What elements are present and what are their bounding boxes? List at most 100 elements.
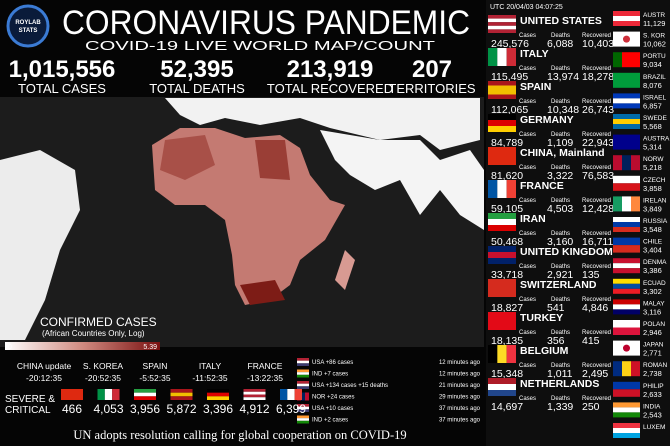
total-value: 213,919	[287, 56, 374, 83]
country-deaths: 6,088	[547, 38, 573, 50]
country-recovered: 250	[582, 401, 600, 413]
news-time: 37 minutes ago	[439, 406, 481, 412]
update-country: FRANCE	[248, 361, 283, 371]
country-deaths: 356	[547, 335, 565, 347]
mini-cases: 5,314	[643, 143, 662, 152]
flag-stripe	[613, 361, 622, 377]
flag-stripe	[613, 16, 640, 21]
mini-name: POLAN	[643, 321, 665, 328]
flag-stripe	[134, 396, 156, 400]
flag-stripe	[104, 389, 113, 400]
subtitle: COVID-19 LIVE WORLD MAP/COUNT	[85, 38, 435, 53]
flag-stripe	[613, 402, 640, 408]
flag-stripe	[613, 175, 640, 184]
flag-stripe	[297, 409, 309, 412]
mini-cases: 5,568	[643, 122, 662, 131]
flag-stripe	[613, 119, 640, 124]
flag-stripe	[613, 299, 640, 305]
flag-stripe	[488, 94, 516, 99]
flag-stripe	[297, 369, 309, 373]
col-label: Recovered	[582, 132, 611, 138]
flag-stripe	[497, 48, 507, 66]
flag-stripe	[207, 396, 229, 400]
country-deaths: 1,011	[547, 368, 573, 380]
col-label: Cases	[519, 396, 536, 402]
flag-stripe	[488, 219, 516, 225]
flag-stripe	[488, 252, 516, 258]
flag-stripe	[297, 381, 309, 384]
update-country: CHINA update	[17, 361, 72, 371]
col-label: Recovered	[582, 396, 611, 402]
flag-stripe	[613, 227, 640, 232]
flag-stripe	[488, 120, 516, 126]
severe-label: SEVERE &	[5, 394, 55, 405]
mini-name: INDIA	[643, 403, 661, 410]
mini-cases: 2,543	[643, 410, 662, 419]
update-time: -20:52:35	[85, 373, 121, 383]
country-recovered: 26,743	[582, 104, 614, 116]
map	[0, 97, 484, 347]
flag-stripe	[243, 389, 266, 392]
country-deaths: 541	[547, 302, 565, 314]
flag-stripe	[243, 394, 266, 398]
flag-stripe	[280, 389, 288, 400]
news-text: USA +134 cases +15 deaths	[312, 383, 388, 389]
flag-stripe	[488, 81, 516, 86]
flag-stripe	[294, 389, 302, 400]
country-cases: 81,620	[491, 170, 523, 182]
col-label: Deaths	[551, 264, 570, 270]
flag-stripe	[613, 196, 622, 212]
country-recovered: 415	[582, 335, 600, 347]
mini-cases: 3,302	[643, 287, 662, 296]
col-label: Cases	[519, 330, 536, 336]
mini-cases: 6,857	[643, 101, 662, 110]
south-america	[0, 150, 80, 340]
country-recovered: 4,846	[582, 302, 608, 314]
mini-name: JAPAN	[643, 342, 664, 349]
africa-egypt	[255, 140, 290, 180]
flag-stripe	[488, 29, 516, 33]
flag-stripe	[631, 52, 640, 68]
col-label: Cases	[519, 363, 536, 369]
country-name: BELGIUM	[520, 345, 569, 357]
flag-stripe	[631, 196, 640, 212]
flag-stripe	[297, 386, 309, 389]
flag-stripe	[613, 309, 640, 315]
mini-cases: 8,076	[643, 81, 662, 90]
mini-cases: 11,129	[643, 19, 665, 28]
flag-stripe	[297, 383, 309, 387]
flag-stripe	[297, 363, 309, 366]
flag-stripe	[613, 327, 640, 335]
flag-stripe	[134, 392, 156, 397]
flag-stripe	[613, 389, 640, 397]
flag-stripe	[297, 415, 309, 419]
country-cases: 59,105	[491, 203, 523, 215]
severe-value: 6,399	[276, 402, 306, 416]
news-text: IND +7 cases	[312, 372, 348, 378]
mini-name: S. KOR	[643, 33, 665, 40]
flag-emblem	[623, 344, 630, 352]
country-name: SPAIN	[520, 81, 551, 93]
country-name: IRAN	[520, 213, 546, 225]
col-label: Recovered	[582, 33, 611, 39]
col-label: Cases	[519, 297, 536, 303]
logo-text: ROYLAB	[15, 20, 41, 26]
severe-value: 4,912	[239, 402, 269, 416]
flag-stripe	[613, 423, 640, 428]
mini-cases: 3,858	[643, 184, 662, 193]
country-cases: 50,468	[491, 236, 523, 248]
flag-stripe	[297, 420, 309, 424]
flag-stripe	[613, 428, 640, 433]
flag-stripe	[622, 52, 631, 68]
flag-stripe	[301, 392, 305, 401]
flag-stripe	[170, 392, 193, 397]
mini-name: MALAY	[643, 300, 665, 307]
mini-name: IRELAN	[643, 197, 667, 204]
flag-stripe	[488, 90, 516, 95]
africa-south	[240, 280, 285, 305]
news-text: USA +86 cases	[312, 360, 353, 366]
mini-name: ISRAEL	[643, 94, 667, 101]
flag-stripe	[613, 124, 640, 129]
country-deaths: 4,503	[547, 203, 573, 215]
logo-text: STATS	[19, 28, 38, 34]
